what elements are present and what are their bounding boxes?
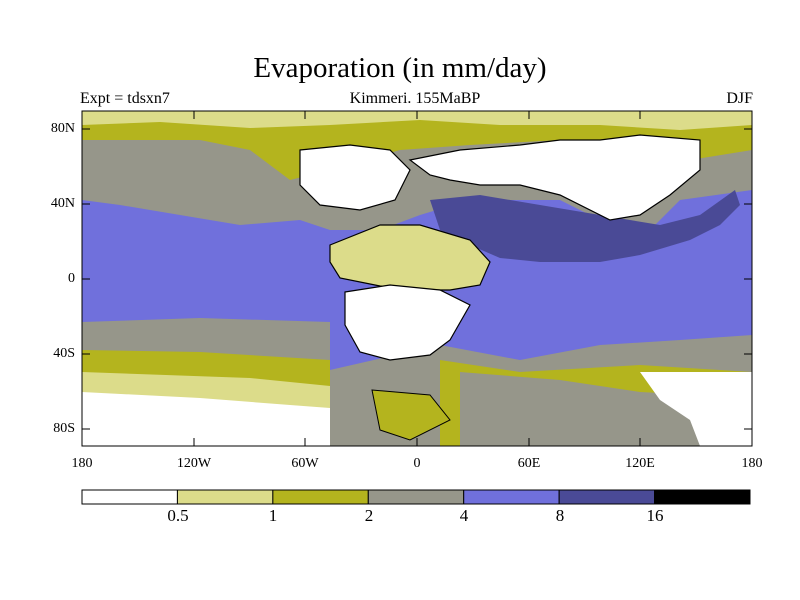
lon-label-60w: 60W (291, 456, 319, 471)
lat-label-80s: 80S (53, 421, 75, 436)
season-label: DJF (726, 90, 753, 107)
colorbar-swatch (176, 489, 274, 505)
colorbar-swatch (558, 489, 656, 505)
tethys-high-evaporation (430, 190, 740, 262)
colorbar-label-1: 1 (268, 506, 278, 525)
lat-label-80n: 80N (50, 121, 75, 136)
antarctica-east-landmass (640, 372, 752, 446)
experiment-label: Expt = tdsxn7 (80, 90, 170, 107)
lat-tick-marks (82, 128, 752, 430)
colorbar-swatch (654, 489, 751, 505)
lon-label-60e: 60E (517, 456, 541, 471)
lon-label-180w: 180 (71, 456, 93, 471)
antarctic-coast-grey (460, 372, 700, 446)
evaporation-field (82, 111, 752, 446)
lon-label-0: 0 (413, 456, 421, 471)
colorbar-swatch (81, 489, 178, 505)
lon-label-180e: 180 (741, 456, 763, 471)
colorbar-swatch (367, 489, 465, 505)
lon-label-120w: 120W (176, 456, 212, 471)
colorbar-label-8: 8 (555, 506, 565, 525)
north-gondwana-landmass (329, 224, 491, 291)
north-light-band (82, 111, 752, 130)
figure-title: Evaporation (in mm/day) (253, 52, 547, 84)
colorbar (81, 489, 751, 505)
lon-tick-marks (81, 111, 753, 446)
lat-label-40n: 40N (50, 196, 75, 211)
colorbar-swatch (463, 489, 560, 505)
lat-label-40s: 40S (53, 346, 75, 361)
north-america-landmass (299, 144, 411, 211)
lon-label-120e: 120E (625, 456, 655, 471)
south-gondwana-landmass (344, 284, 471, 361)
colorbar-label-2: 2 (364, 506, 374, 525)
colorbar-swatch (272, 489, 369, 505)
antarctic-peninsula (371, 389, 451, 441)
eurasia-landmass (408, 134, 701, 221)
antarctica-west-landmass (82, 392, 330, 446)
colorbar-label-0-5: 0.5 (167, 506, 189, 525)
lat-label-eq: 0 (68, 271, 75, 286)
colorbar-label-16: 16 (646, 506, 664, 525)
colorbar-frame (81, 489, 751, 505)
figure-subtitle: Kimmeri. 155MaBP (349, 90, 481, 107)
colorbar-label-4: 4 (459, 506, 469, 525)
north-olive-band (82, 111, 752, 180)
